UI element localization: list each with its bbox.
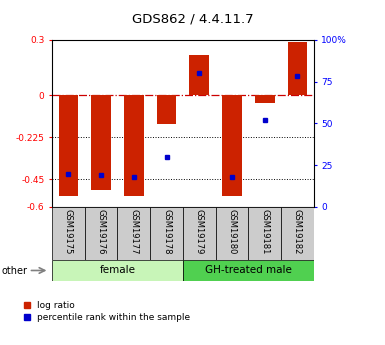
Text: GSM19181: GSM19181 xyxy=(260,209,269,254)
Bar xyxy=(255,96,275,103)
Text: GSM19182: GSM19182 xyxy=(293,209,302,254)
Text: female: female xyxy=(99,266,136,275)
Bar xyxy=(91,96,111,190)
Bar xyxy=(117,207,150,260)
Bar xyxy=(52,260,183,281)
Text: GSM19175: GSM19175 xyxy=(64,209,73,254)
Bar xyxy=(59,96,78,196)
Bar xyxy=(52,207,85,260)
Text: GH-treated male: GH-treated male xyxy=(205,266,292,275)
Text: GSM19176: GSM19176 xyxy=(97,209,105,254)
Text: GDS862 / 4.4.11.7: GDS862 / 4.4.11.7 xyxy=(132,12,253,25)
Text: GSM19179: GSM19179 xyxy=(195,209,204,254)
Text: GSM19178: GSM19178 xyxy=(162,209,171,254)
Bar xyxy=(183,207,216,260)
Bar xyxy=(150,207,183,260)
Bar xyxy=(288,42,307,96)
Text: GSM19180: GSM19180 xyxy=(228,209,236,254)
Bar xyxy=(281,207,314,260)
Bar xyxy=(216,207,248,260)
Bar xyxy=(189,55,209,96)
Bar xyxy=(248,207,281,260)
Text: GSM19177: GSM19177 xyxy=(129,209,138,254)
Bar xyxy=(124,96,144,196)
Bar xyxy=(157,96,176,124)
Legend: log ratio, percentile rank within the sample: log ratio, percentile rank within the sa… xyxy=(24,301,191,322)
Bar xyxy=(85,207,117,260)
Bar xyxy=(183,260,314,281)
Text: other: other xyxy=(2,266,28,276)
Bar xyxy=(222,96,242,196)
